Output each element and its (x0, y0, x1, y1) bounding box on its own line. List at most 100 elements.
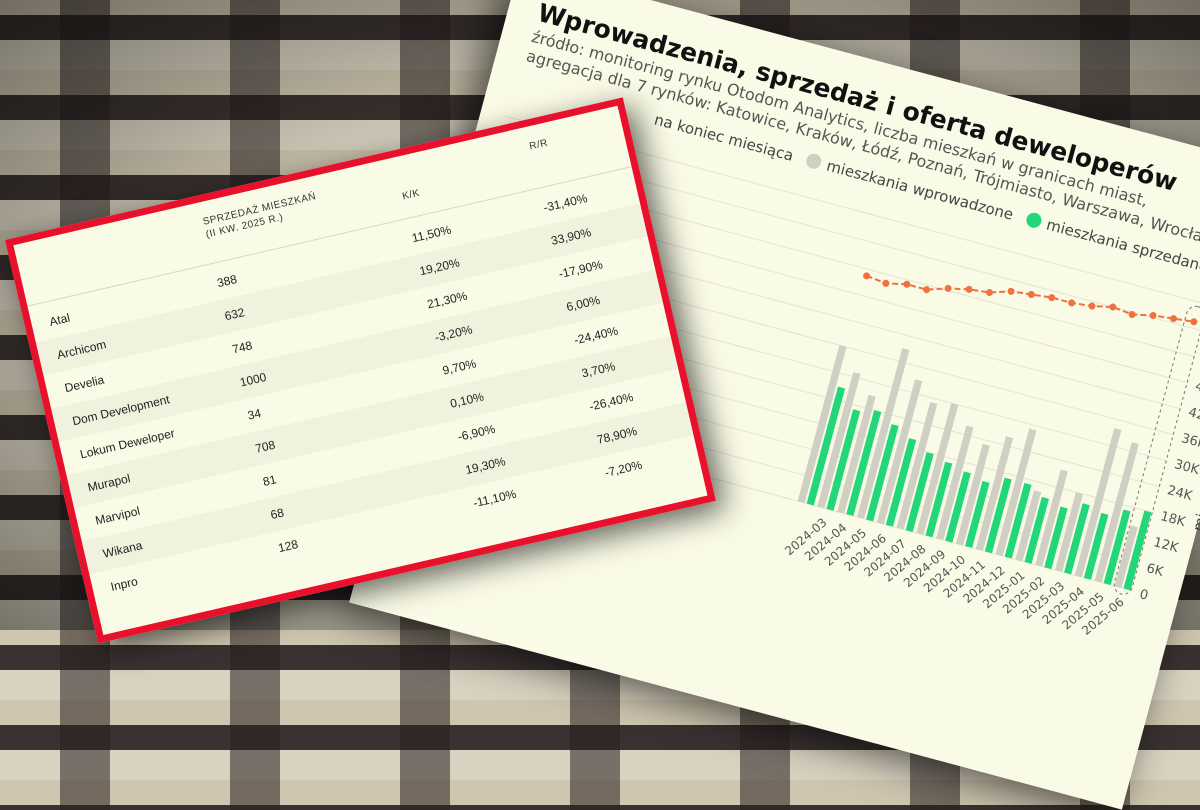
offer-point (1068, 299, 1076, 307)
bar-introduced (1054, 492, 1084, 572)
cell-kk: 19,20% (418, 255, 461, 279)
cell-rr: 6,00% (564, 292, 602, 315)
offer-point (863, 272, 871, 280)
bar-sold (984, 477, 1012, 554)
cell-rr: -31,40% (542, 191, 589, 215)
cell-kk: -3,20% (433, 322, 474, 345)
bar-introduced (837, 394, 876, 514)
cell-kk: 11,50% (410, 222, 453, 246)
offer-point (985, 289, 993, 297)
y-tick-label: 30K (1173, 457, 1200, 478)
cell-sales: 128 (276, 537, 300, 556)
offer-point (1149, 311, 1157, 319)
bar-sold (1103, 509, 1131, 586)
cell-kk: 9,70% (441, 356, 478, 378)
offer-point (1007, 287, 1015, 295)
cell-rr: -24,40% (572, 323, 620, 348)
cell-sales: 68 (269, 505, 286, 523)
cell-kk: 21,30% (425, 288, 469, 312)
cell-name: Atal (48, 310, 72, 329)
bar-sold (806, 386, 846, 506)
cell-kk: 0,10% (448, 389, 486, 411)
bar-introduced (995, 428, 1037, 557)
offer-point (1048, 294, 1056, 302)
y-tick-label: 6K (1145, 561, 1166, 580)
bar-introduced (1035, 469, 1068, 567)
offer-point (965, 285, 973, 293)
cell-rr: 3,70% (580, 359, 617, 381)
bar-sold (866, 424, 899, 522)
bar-sold (965, 481, 990, 548)
cell-rr: -17,90% (557, 257, 605, 282)
bar-sold (885, 438, 917, 527)
cell-sales: 748 (230, 338, 254, 357)
bar-sold (905, 452, 934, 532)
offer-point (1169, 315, 1177, 323)
bar-introduced (936, 425, 974, 541)
bar-sold (945, 471, 971, 543)
cell-name: Murapol (86, 471, 132, 495)
cell-rr: -7,20% (603, 457, 644, 480)
cell-name: Develia (63, 372, 106, 396)
bar-sold (1083, 512, 1109, 580)
cell-name: Inpro (109, 574, 140, 594)
offer-point (1027, 290, 1035, 298)
header-rr: R/R (528, 137, 550, 153)
cell-name: Wikana (101, 538, 144, 561)
cell-rr: 78,90% (595, 423, 639, 447)
y-tick-label: 36K (1180, 431, 1200, 452)
cell-sales: 388 (215, 272, 239, 291)
offer-point (944, 284, 952, 292)
y-tick-label: 0 (1138, 587, 1150, 604)
bar-introduced (1094, 442, 1139, 583)
bar-sold (846, 410, 882, 517)
bar-introduced (896, 402, 938, 530)
cell-kk: 19,30% (464, 454, 507, 478)
cell-name: Marvipol (93, 503, 142, 528)
cell-rr: 33,90% (549, 225, 593, 248)
bar-sold (1004, 482, 1032, 559)
bar-sold (1044, 506, 1068, 570)
y-tick-label: 18K (1159, 509, 1188, 530)
legend-dot-icon (804, 152, 824, 171)
bar-introduced (955, 443, 990, 546)
offer-point (903, 280, 911, 288)
y-tick-label: 42K (1187, 405, 1200, 426)
cell-kk: -6,90% (456, 421, 497, 444)
bar-introduced (1114, 525, 1138, 588)
bar-introduced (916, 402, 959, 535)
offer-point (1109, 303, 1117, 311)
header-sales: SPRZEDAŻ MIESZKAŃ (II KW. 2025 R.) (201, 191, 318, 241)
bar-sold (826, 409, 861, 511)
cell-name: Archicom (55, 337, 108, 363)
y-tick-label: 48K (1194, 379, 1200, 400)
cell-sales: 1000 (238, 369, 268, 390)
offer-point (1128, 310, 1136, 318)
bar-introduced (797, 345, 847, 504)
y-tick-label: 24K (1166, 483, 1195, 504)
y-tick-label: 12K (1152, 535, 1181, 556)
bar-sold (1123, 510, 1152, 591)
cell-kk: -11,10% (471, 486, 518, 511)
header-kk: K/K (401, 187, 421, 203)
legend-dot-icon (1024, 211, 1044, 230)
bar-introduced (1074, 428, 1122, 578)
cell-sales: 34 (246, 406, 263, 423)
bar-sold (1064, 503, 1090, 575)
offer-point (882, 279, 890, 287)
bar-introduced (876, 379, 923, 525)
bar-introduced (856, 348, 910, 519)
bar-sold (925, 461, 953, 538)
cell-sales: 81 (261, 472, 278, 489)
bar-introduced (1015, 490, 1042, 562)
offer-point (923, 286, 931, 294)
offer-point (1088, 302, 1096, 310)
bar-introduced (975, 436, 1014, 551)
bar-introduced (817, 372, 861, 509)
cell-rr: -26,40% (587, 389, 635, 414)
offer-point (1190, 318, 1198, 326)
cell-sales: 632 (223, 305, 246, 324)
cell-sales: 708 (253, 437, 277, 456)
highlight-box (1113, 305, 1200, 595)
bar-sold (1024, 496, 1049, 564)
